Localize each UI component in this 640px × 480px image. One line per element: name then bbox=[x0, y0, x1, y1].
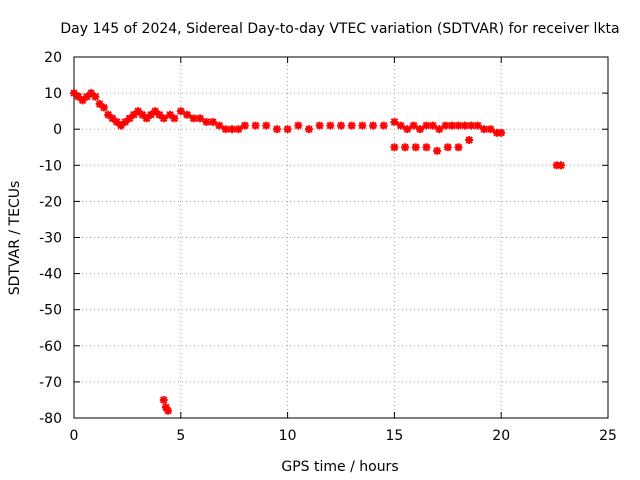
data-point bbox=[473, 121, 482, 130]
data-point bbox=[262, 121, 271, 130]
data-point bbox=[159, 395, 168, 404]
axis-ticks: -80 -70 -60 -50 -40 -30 -20 -10 0 10 20 0 5 10 15 20 25 bbox=[39, 50, 617, 444]
data-point bbox=[401, 143, 410, 152]
data-point bbox=[557, 161, 566, 170]
data-point bbox=[369, 121, 378, 130]
data-point bbox=[159, 114, 168, 123]
x-tick-label: 0 bbox=[70, 428, 79, 444]
data-point bbox=[251, 121, 260, 130]
y-tick-label: 0 bbox=[53, 122, 62, 138]
data-point bbox=[411, 143, 420, 152]
x-tick-label: 20 bbox=[492, 428, 510, 444]
y-tick-label: -50 bbox=[39, 303, 62, 319]
data-point bbox=[465, 136, 474, 145]
data-point bbox=[99, 103, 108, 112]
y-tick-label: -20 bbox=[39, 194, 62, 210]
data-point bbox=[497, 128, 506, 137]
data-point bbox=[454, 143, 463, 152]
data-point bbox=[283, 125, 292, 134]
data-point bbox=[304, 125, 313, 134]
data-point bbox=[443, 143, 452, 152]
y-tick-label: 20 bbox=[44, 50, 62, 66]
data-point bbox=[403, 125, 412, 134]
data-point bbox=[215, 121, 224, 130]
data-point bbox=[422, 121, 431, 130]
x-tick-label: 15 bbox=[385, 428, 403, 444]
data-point bbox=[189, 114, 198, 123]
data-point bbox=[454, 121, 463, 130]
chart-title: Day 145 of 2024, Sidereal Day-to-day VTE… bbox=[60, 21, 619, 37]
data-point bbox=[337, 121, 345, 130]
data-point bbox=[435, 125, 444, 134]
data-point bbox=[240, 121, 249, 130]
data-point bbox=[448, 121, 457, 130]
data-point bbox=[91, 92, 100, 101]
data-point bbox=[272, 125, 281, 134]
y-tick-label: -30 bbox=[39, 231, 62, 247]
data-point bbox=[196, 114, 205, 123]
data-point bbox=[358, 121, 367, 130]
data-point bbox=[208, 117, 217, 126]
data-point bbox=[234, 125, 243, 134]
data-point bbox=[176, 107, 185, 116]
y-tick-label: -60 bbox=[39, 339, 62, 355]
y-tick-label: -40 bbox=[39, 267, 62, 283]
y-tick-label: 10 bbox=[44, 86, 62, 102]
y-axis-label: SDTVAR / TECUs bbox=[7, 181, 23, 296]
grid-lines bbox=[74, 57, 608, 418]
y-tick-label: -80 bbox=[39, 411, 62, 427]
data-point bbox=[121, 117, 130, 126]
y-tick-label: -10 bbox=[39, 158, 62, 174]
data-point bbox=[315, 121, 324, 130]
data-points bbox=[70, 89, 566, 415]
data-point bbox=[379, 121, 388, 130]
data-point bbox=[129, 110, 138, 119]
x-axis-label: GPS time / hours bbox=[281, 459, 398, 475]
data-point bbox=[163, 406, 172, 415]
data-point bbox=[347, 121, 356, 130]
data-point bbox=[428, 121, 437, 130]
data-point bbox=[486, 125, 495, 134]
data-point bbox=[422, 143, 431, 152]
data-point bbox=[390, 117, 399, 126]
data-point bbox=[416, 125, 425, 134]
data-point bbox=[460, 121, 469, 130]
data-point bbox=[170, 114, 179, 123]
data-point bbox=[390, 143, 399, 152]
data-point bbox=[409, 121, 418, 130]
data-point bbox=[294, 121, 303, 130]
x-tick-label: 10 bbox=[279, 428, 297, 444]
x-tick-label: 25 bbox=[599, 428, 617, 444]
data-point bbox=[104, 110, 113, 119]
data-point bbox=[326, 121, 335, 130]
data-point bbox=[433, 146, 442, 155]
y-tick-label: -70 bbox=[39, 375, 62, 391]
data-point bbox=[396, 121, 405, 130]
x-tick-label: 5 bbox=[176, 428, 185, 444]
data-point bbox=[183, 110, 192, 119]
